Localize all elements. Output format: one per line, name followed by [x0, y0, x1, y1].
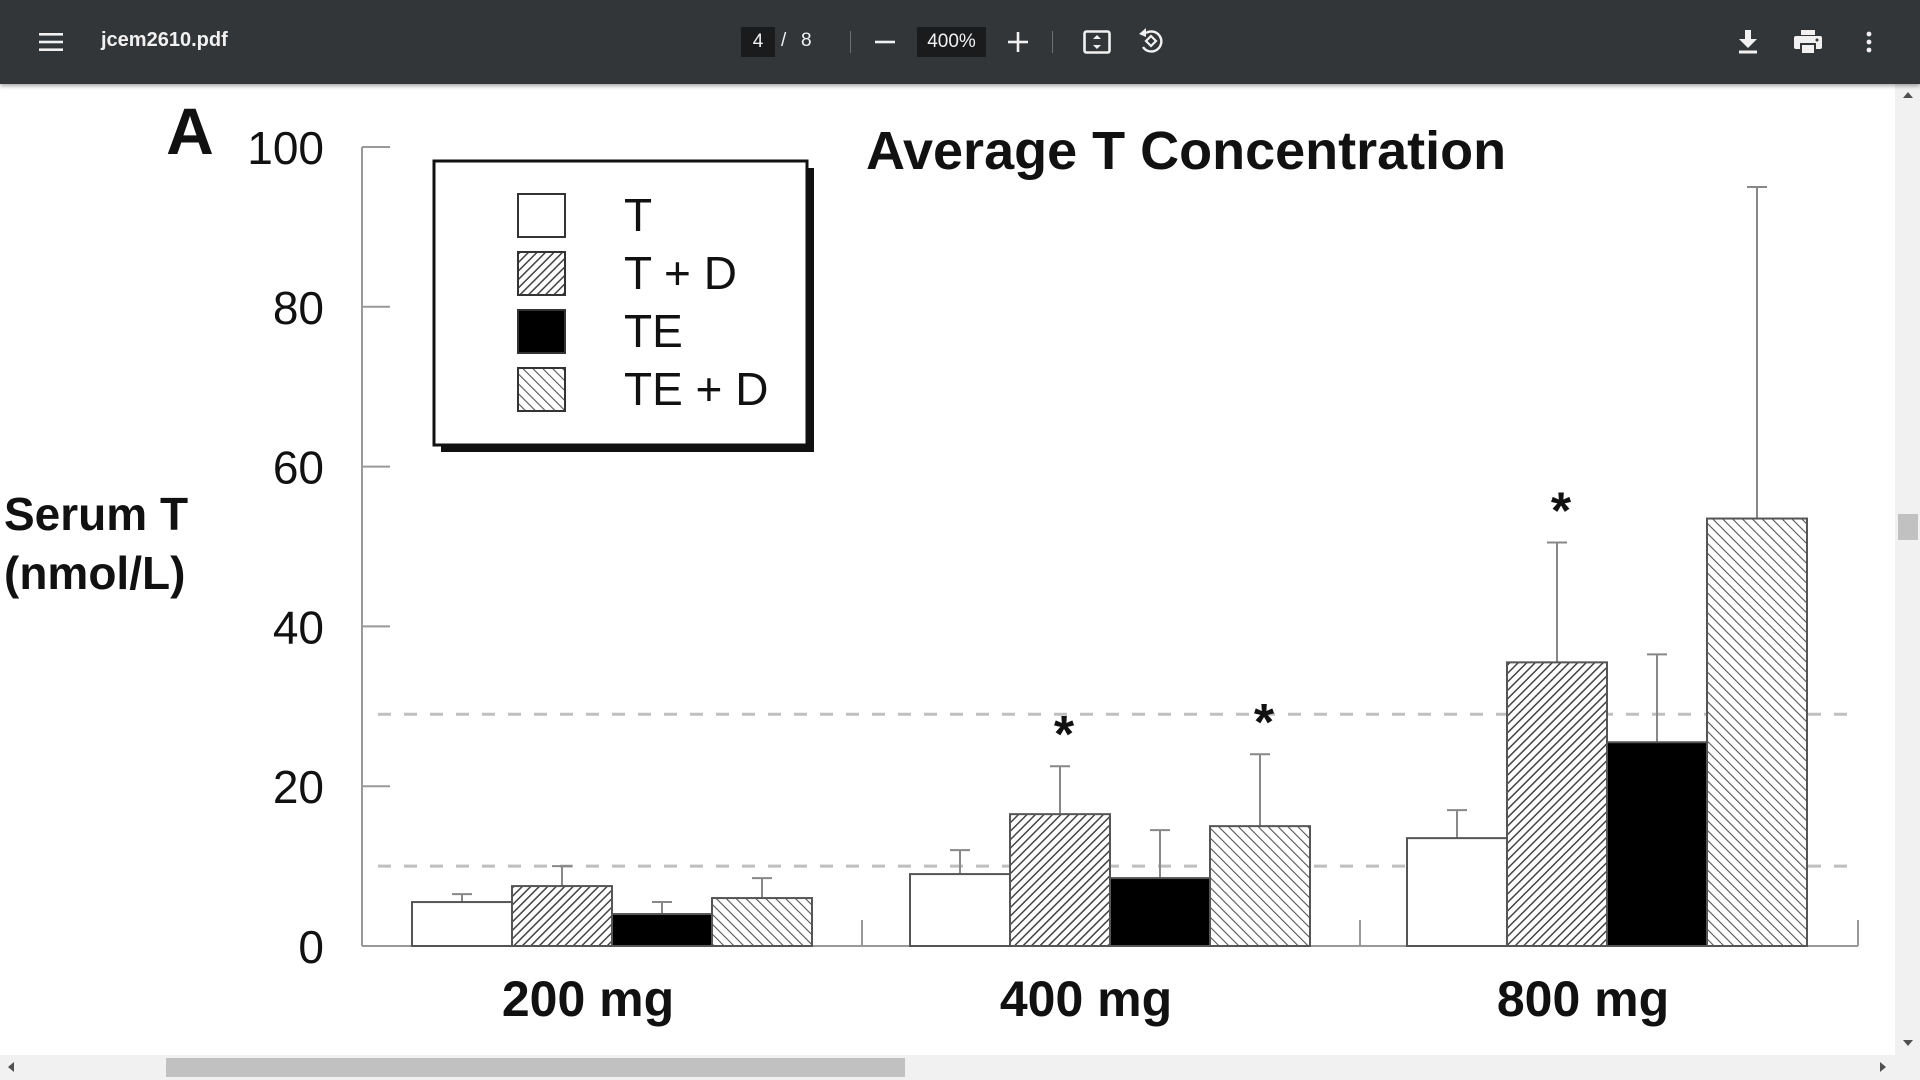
- toolbar-divider: [850, 31, 851, 53]
- fit-page-icon[interactable]: [1080, 25, 1114, 59]
- significance-asterisk: *: [1254, 694, 1275, 752]
- zoom-in-icon[interactable]: [1001, 25, 1035, 59]
- y-tick-label: 80: [273, 282, 324, 334]
- legend-label: T + D: [624, 247, 737, 299]
- figure-chart: A Serum T (nmol/L) Average T Concentrati…: [4, 94, 1859, 1027]
- bar-te-2: [1109, 877, 1211, 948]
- significance-asterisk: *: [1054, 706, 1075, 764]
- legend: T T + D TE TE + D: [432, 159, 814, 452]
- significance-asterisk: *: [1551, 483, 1572, 541]
- bar-t-2: [909, 873, 1011, 948]
- legend-swatch: [517, 251, 566, 296]
- bar-t-d-1: [511, 885, 613, 948]
- x-category-label: 200 mg: [502, 971, 674, 1027]
- y-tick-label: 60: [273, 442, 324, 494]
- bar-t-d-2: [1009, 813, 1111, 947]
- bar-te-3: [1606, 741, 1708, 947]
- horizontal-scroll-thumb[interactable]: [166, 1058, 905, 1077]
- vertical-scroll-thumb[interactable]: [1898, 514, 1918, 540]
- scroll-up-arrow[interactable]: [1903, 92, 1913, 98]
- scroll-down-arrow[interactable]: [1903, 1040, 1913, 1046]
- page-separator: /: [781, 30, 787, 51]
- y-tick-label: 100: [247, 122, 324, 174]
- bar-te-1: [611, 913, 713, 947]
- zoom-level-input[interactable]: 400%: [917, 27, 986, 57]
- vertical-scrollbar[interactable]: [1895, 84, 1920, 1055]
- rotate-icon[interactable]: [1134, 24, 1168, 58]
- y-tick-label: 20: [273, 761, 324, 813]
- menu-icon[interactable]: [34, 26, 68, 58]
- page-number-input[interactable]: 4: [741, 27, 775, 57]
- zoom-out-icon[interactable]: [868, 27, 902, 57]
- x-category-labels: 200 mg 400 mg 800 mg: [502, 971, 1669, 1027]
- y-ticks: 0 20 40 60 80 100: [247, 122, 390, 973]
- more-icon[interactable]: [1852, 25, 1886, 59]
- x-category-label: 800 mg: [1497, 971, 1669, 1027]
- y-tick-label: 0: [298, 921, 324, 973]
- y-tick-label: 40: [273, 601, 324, 653]
- pdf-page-view: A Serum T (nmol/L) Average T Concentrati…: [0, 84, 1895, 1055]
- x-category-label: 400 mg: [1000, 971, 1172, 1027]
- bar-te-d-3: [1706, 517, 1808, 947]
- legend-label: TE + D: [624, 363, 768, 415]
- y-axis-label-line2: (nmol/L): [4, 547, 185, 599]
- document-title: jcem2610.pdf: [101, 29, 228, 51]
- bar-t-1: [411, 901, 513, 947]
- scroll-right-arrow[interactable]: [1880, 1062, 1886, 1072]
- bars-layer: * * *: [411, 185, 1859, 948]
- legend-swatch: [517, 193, 566, 238]
- toolbar-divider: [1052, 31, 1053, 53]
- legend-swatch: [517, 309, 566, 354]
- legend-label: TE: [624, 305, 683, 357]
- pdf-toolbar: jcem2610.pdf 4 / 8 400%: [0, 0, 1920, 84]
- bar-te-d-1: [711, 897, 813, 947]
- chart-title: Average T Concentration: [866, 121, 1506, 181]
- print-icon[interactable]: [1791, 25, 1825, 59]
- total-pages: 8: [801, 30, 812, 51]
- bar-t-d-3: [1506, 661, 1608, 947]
- legend-swatch: [517, 367, 566, 412]
- scroll-left-arrow[interactable]: [8, 1062, 14, 1072]
- bar-t-3: [1406, 837, 1508, 948]
- bar-te-d-2: [1209, 825, 1311, 948]
- download-icon[interactable]: [1731, 25, 1765, 59]
- panel-label: A: [166, 94, 214, 168]
- legend-box: [432, 159, 809, 447]
- legend-label: T: [624, 189, 652, 241]
- y-axis-label-line1: Serum T: [4, 488, 188, 540]
